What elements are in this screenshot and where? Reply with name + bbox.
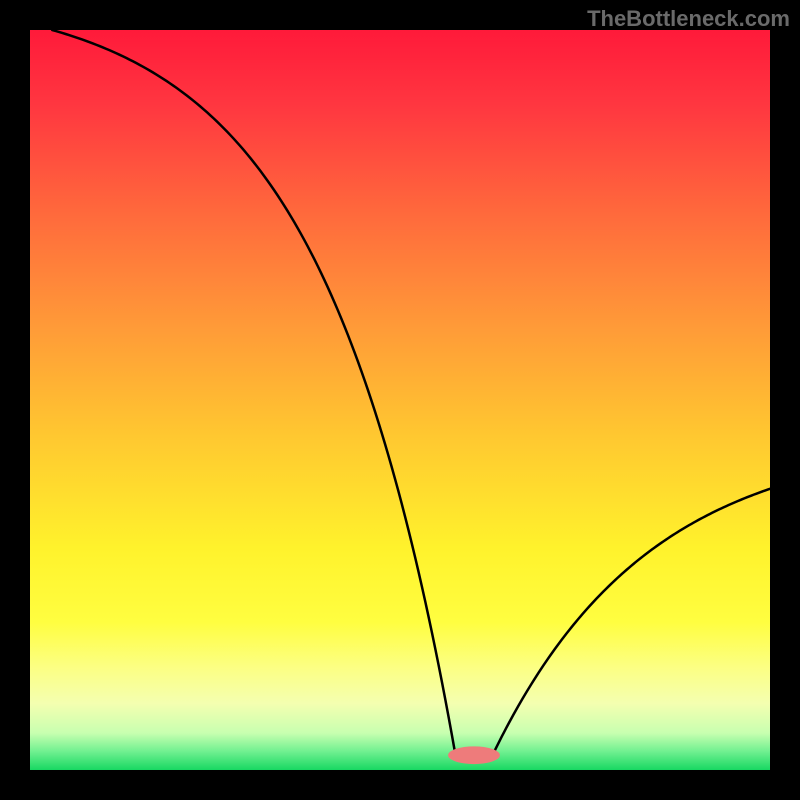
watermark-text: TheBottleneck.com xyxy=(587,6,790,32)
optimal-marker xyxy=(448,746,500,764)
gradient-background xyxy=(30,30,770,770)
plot-svg xyxy=(30,30,770,770)
plot-area xyxy=(30,30,770,770)
chart-container: TheBottleneck.com xyxy=(0,0,800,800)
